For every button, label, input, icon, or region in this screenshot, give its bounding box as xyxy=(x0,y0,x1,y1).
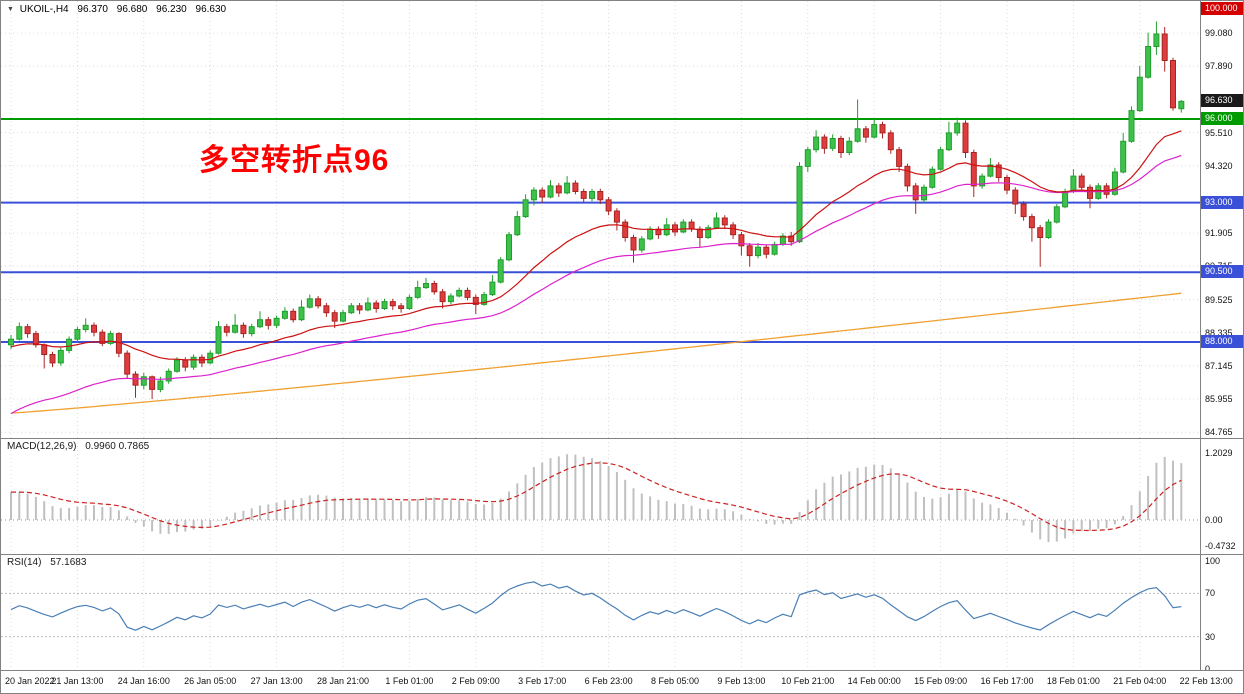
rsi-tick-label: 0 xyxy=(1205,664,1211,674)
time-axis-label: 27 Jan 13:00 xyxy=(250,676,303,686)
price-level-badge: 88.000 xyxy=(1201,335,1243,348)
time-axis-label: 14 Feb 00:00 xyxy=(847,676,901,686)
macd-tick-label: 0.00 xyxy=(1205,515,1223,525)
price-axis[interactable]: 99.08097.89095.51094.32091.90590.71589.5… xyxy=(1200,1,1243,674)
symbol-timeframe: UKOIL-,H4 xyxy=(19,4,69,15)
quote-high: 96.680 xyxy=(116,4,148,15)
price-tick-label: 97.890 xyxy=(1205,61,1233,72)
time-axis-label: 6 Feb 23:00 xyxy=(584,676,633,686)
price-tick-label: 85.955 xyxy=(1205,394,1233,404)
price-tick-label: 91.905 xyxy=(1205,228,1233,239)
rsi-value: 57.1683 xyxy=(50,557,87,568)
quote-open: 96.370 xyxy=(77,4,108,15)
price-tick-label: 89.525 xyxy=(1205,294,1233,305)
time-axis-label: 3 Feb 17:00 xyxy=(518,676,567,686)
rsi-tick-label: 70 xyxy=(1205,588,1216,599)
time-axis-label: 15 Feb 09:00 xyxy=(914,676,968,686)
macd-values: 0.9960 0.7865 xyxy=(85,441,150,452)
price-level-badge: 96.630 xyxy=(1201,94,1243,108)
macd-tick-label: -0.4732 xyxy=(1205,541,1236,552)
price-tick-label: 95.510 xyxy=(1205,127,1233,138)
time-axis-label: 2 Feb 09:00 xyxy=(451,676,500,686)
macd-name: MACD(12,26,9) xyxy=(7,441,77,452)
time-axis-label: 20 Jan 2022 xyxy=(5,676,55,686)
axis-divider xyxy=(1,670,1243,671)
rsi-pane[interactable]: RSI(14) 57.1683 xyxy=(1,554,1200,670)
quote-close: 96.630 xyxy=(195,4,227,15)
price-tick-label: 87.145 xyxy=(1205,360,1233,371)
time-axis-label: 28 Jan 21:00 xyxy=(316,676,370,686)
chart-title: ▼ UKOIL-,H4 96.370 96.680 96.230 96.630 xyxy=(7,4,226,15)
rsi-tick-label: 100 xyxy=(1205,556,1221,566)
price-level-badge: 100.000 xyxy=(1201,2,1243,15)
quote-low: 96.230 xyxy=(156,4,187,15)
time-axis-label: 9 Feb 13:00 xyxy=(717,676,766,686)
symbol-dropdown-icon: ▼ xyxy=(7,6,14,13)
rsi-name: RSI(14) xyxy=(7,557,42,568)
pane-divider[interactable] xyxy=(1,438,1243,439)
price-level-badge: 96.000 xyxy=(1201,112,1243,125)
rsi-label: RSI(14) 57.1683 xyxy=(7,557,86,568)
time-axis-label: 16 Feb 17:00 xyxy=(980,676,1034,686)
time-axis-label: 24 Jan 16:00 xyxy=(117,676,170,686)
time-axis-label: 26 Jan 05:00 xyxy=(184,676,237,686)
time-axis-label: 21 Jan 13:00 xyxy=(51,676,104,686)
rsi-tick-label: 30 xyxy=(1205,631,1216,642)
time-axis-label: 1 Feb 01:00 xyxy=(385,676,434,686)
time-axis-label: 22 Feb 13:00 xyxy=(1179,676,1233,686)
price-tick-label: 84.765 xyxy=(1205,427,1233,438)
price-level-badge: 90.500 xyxy=(1201,265,1243,279)
annotation-text: 多空转折点96 xyxy=(199,144,390,177)
price-tick-label: 88.335 xyxy=(1205,327,1233,338)
macd-label: MACD(12,26,9) 0.9960 0.7865 xyxy=(7,441,149,452)
price-tick-label: 99.080 xyxy=(1205,28,1233,39)
time-axis-label: 18 Feb 01:00 xyxy=(1046,676,1100,686)
macd-pane[interactable]: MACD(12,26,9) 0.9960 0.7865 xyxy=(1,438,1200,554)
time-axis-label: 8 Feb 05:00 xyxy=(650,676,700,686)
time-axis-label: 10 Feb 21:00 xyxy=(781,676,835,686)
time-axis[interactable]: 20 Jan 2022 21 Jan 13:00 24 Jan 16:00 26 Ja… xyxy=(1,670,1243,693)
price-level-badge: 93.000 xyxy=(1201,195,1243,209)
macd-tick-label: 1.2029 xyxy=(1205,447,1233,458)
time-axis-label: 21 Feb 04:00 xyxy=(1113,676,1167,686)
main-chart-pane[interactable]: ▼ UKOIL-,H4 96.370 96.680 96.230 96.630 … xyxy=(1,1,1200,438)
pane-divider[interactable] xyxy=(1,554,1243,555)
price-tick-label: 94.320 xyxy=(1205,160,1233,171)
